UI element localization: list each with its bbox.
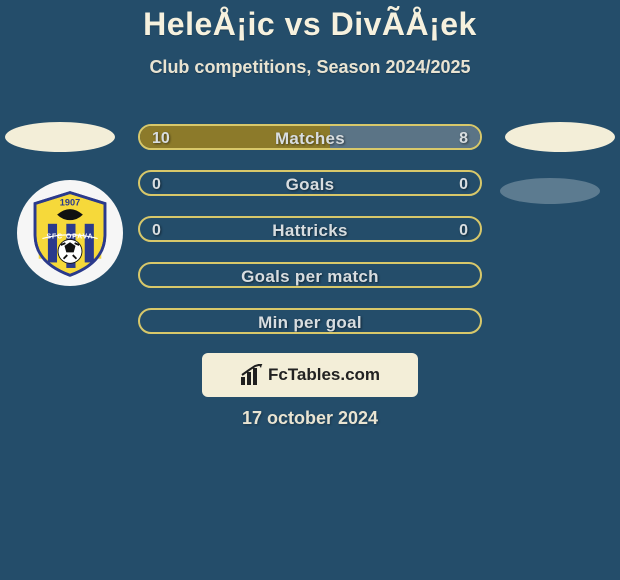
bar-value-right: 8 xyxy=(459,126,468,150)
player-left-club-badge: 1907 SFC OPAVA xyxy=(17,180,123,286)
bar-label: Hattricks xyxy=(140,218,480,242)
player-left-avatar-placeholder xyxy=(5,122,115,152)
page-title: HeleÅ¡ic vs DivÃÅ¡ek xyxy=(0,0,620,43)
bar-label: Goals per match xyxy=(140,264,480,288)
bar-label: Goals xyxy=(140,172,480,196)
player-right-avatar-placeholder xyxy=(505,122,615,152)
bar-value-left: 10 xyxy=(152,126,170,150)
stats-bars: Matches108Goals00Hattricks00Goals per ma… xyxy=(138,124,482,354)
subtitle: Club competitions, Season 2024/2025 xyxy=(0,57,620,78)
player-right-club-placeholder xyxy=(500,178,600,204)
bar-value-right: 0 xyxy=(459,218,468,242)
stat-bar: Hattricks0 0 xyxy=(138,216,482,242)
club-badge-svg: 1907 SFC OPAVA xyxy=(24,187,116,279)
bar-value-left: 0 xyxy=(152,218,161,242)
brand-text: FcTables.com xyxy=(268,365,380,385)
date-text: 17 october 2024 xyxy=(0,408,620,429)
bar-label: Matches xyxy=(140,126,480,150)
stat-bar: Matches10 8 xyxy=(138,124,482,150)
stat-bar: Goals0 0 xyxy=(138,170,482,196)
brand-box: FcTables.com xyxy=(202,353,418,397)
stat-bar: Goals per match xyxy=(138,262,482,288)
stat-bar: Min per goal xyxy=(138,308,482,334)
brand-bars-icon xyxy=(240,364,264,386)
bar-value-right: 0 xyxy=(459,172,468,196)
bar-label: Min per goal xyxy=(140,310,480,334)
badge-clubname: SFC OPAVA xyxy=(47,234,94,241)
bar-value-left: 0 xyxy=(152,172,161,196)
badge-year: 1907 xyxy=(60,197,80,207)
